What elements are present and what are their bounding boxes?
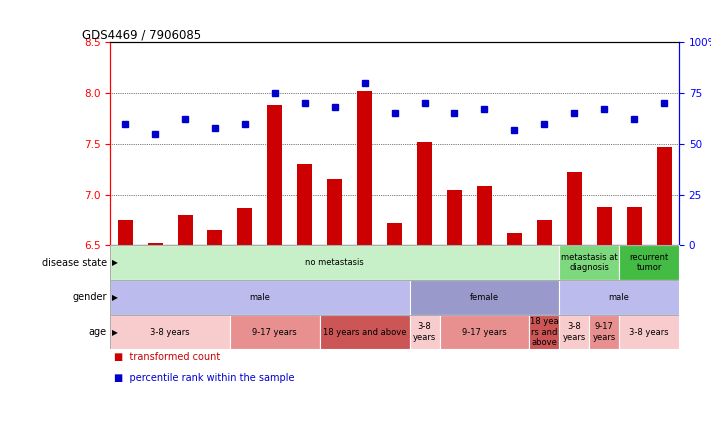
Text: no metastasis: no metastasis bbox=[305, 258, 364, 267]
Bar bbox=[148, 243, 163, 245]
Bar bbox=[507, 233, 522, 245]
Bar bbox=[439, 315, 529, 349]
Bar bbox=[529, 315, 560, 349]
Bar bbox=[327, 179, 342, 245]
Text: male: male bbox=[250, 293, 270, 302]
Bar bbox=[118, 220, 133, 245]
Bar bbox=[560, 315, 589, 349]
Bar bbox=[357, 91, 372, 245]
Bar bbox=[410, 280, 560, 315]
Bar bbox=[267, 105, 282, 245]
Bar bbox=[447, 190, 462, 245]
Bar bbox=[537, 220, 552, 245]
Bar bbox=[230, 315, 320, 349]
Text: 3-8
years: 3-8 years bbox=[562, 322, 586, 342]
Bar bbox=[560, 245, 619, 280]
Bar bbox=[417, 142, 432, 245]
Text: 3-8
years: 3-8 years bbox=[413, 322, 436, 342]
Bar bbox=[619, 315, 679, 349]
Text: ▶: ▶ bbox=[112, 327, 117, 337]
Bar bbox=[567, 172, 582, 245]
Text: ▶: ▶ bbox=[112, 293, 117, 302]
Text: ■  transformed count: ■ transformed count bbox=[114, 352, 220, 362]
Bar bbox=[110, 245, 560, 280]
Bar bbox=[597, 207, 611, 245]
Bar bbox=[560, 280, 679, 315]
Text: GDS4469 / 7906085: GDS4469 / 7906085 bbox=[82, 28, 201, 41]
Text: age: age bbox=[89, 327, 107, 337]
Bar bbox=[589, 315, 619, 349]
Text: metastasis at
diagnosis: metastasis at diagnosis bbox=[561, 253, 618, 272]
Text: 9-17 years: 9-17 years bbox=[252, 327, 297, 337]
Bar bbox=[619, 245, 679, 280]
Text: disease state: disease state bbox=[41, 258, 107, 268]
Text: ■  percentile rank within the sample: ■ percentile rank within the sample bbox=[114, 373, 294, 383]
Text: recurrent
tumor: recurrent tumor bbox=[629, 253, 668, 272]
Bar bbox=[237, 208, 252, 245]
Bar bbox=[320, 315, 410, 349]
Text: female: female bbox=[470, 293, 499, 302]
Text: 9-17 years: 9-17 years bbox=[462, 327, 507, 337]
Bar bbox=[208, 230, 223, 245]
Bar bbox=[410, 315, 439, 349]
Bar bbox=[110, 280, 410, 315]
Text: 18 yea
rs and
above: 18 yea rs and above bbox=[530, 317, 559, 347]
Bar bbox=[297, 164, 312, 245]
Text: 18 years and above: 18 years and above bbox=[323, 327, 407, 337]
Text: 3-8 years: 3-8 years bbox=[150, 327, 190, 337]
Bar bbox=[178, 215, 193, 245]
Text: ▶: ▶ bbox=[112, 258, 117, 267]
Bar bbox=[387, 223, 402, 245]
Bar bbox=[656, 147, 671, 245]
Text: male: male bbox=[609, 293, 629, 302]
Bar bbox=[626, 207, 641, 245]
Text: gender: gender bbox=[72, 292, 107, 302]
Bar bbox=[477, 187, 492, 245]
Text: 9-17
years: 9-17 years bbox=[592, 322, 616, 342]
Bar bbox=[110, 315, 230, 349]
Text: 3-8 years: 3-8 years bbox=[629, 327, 669, 337]
